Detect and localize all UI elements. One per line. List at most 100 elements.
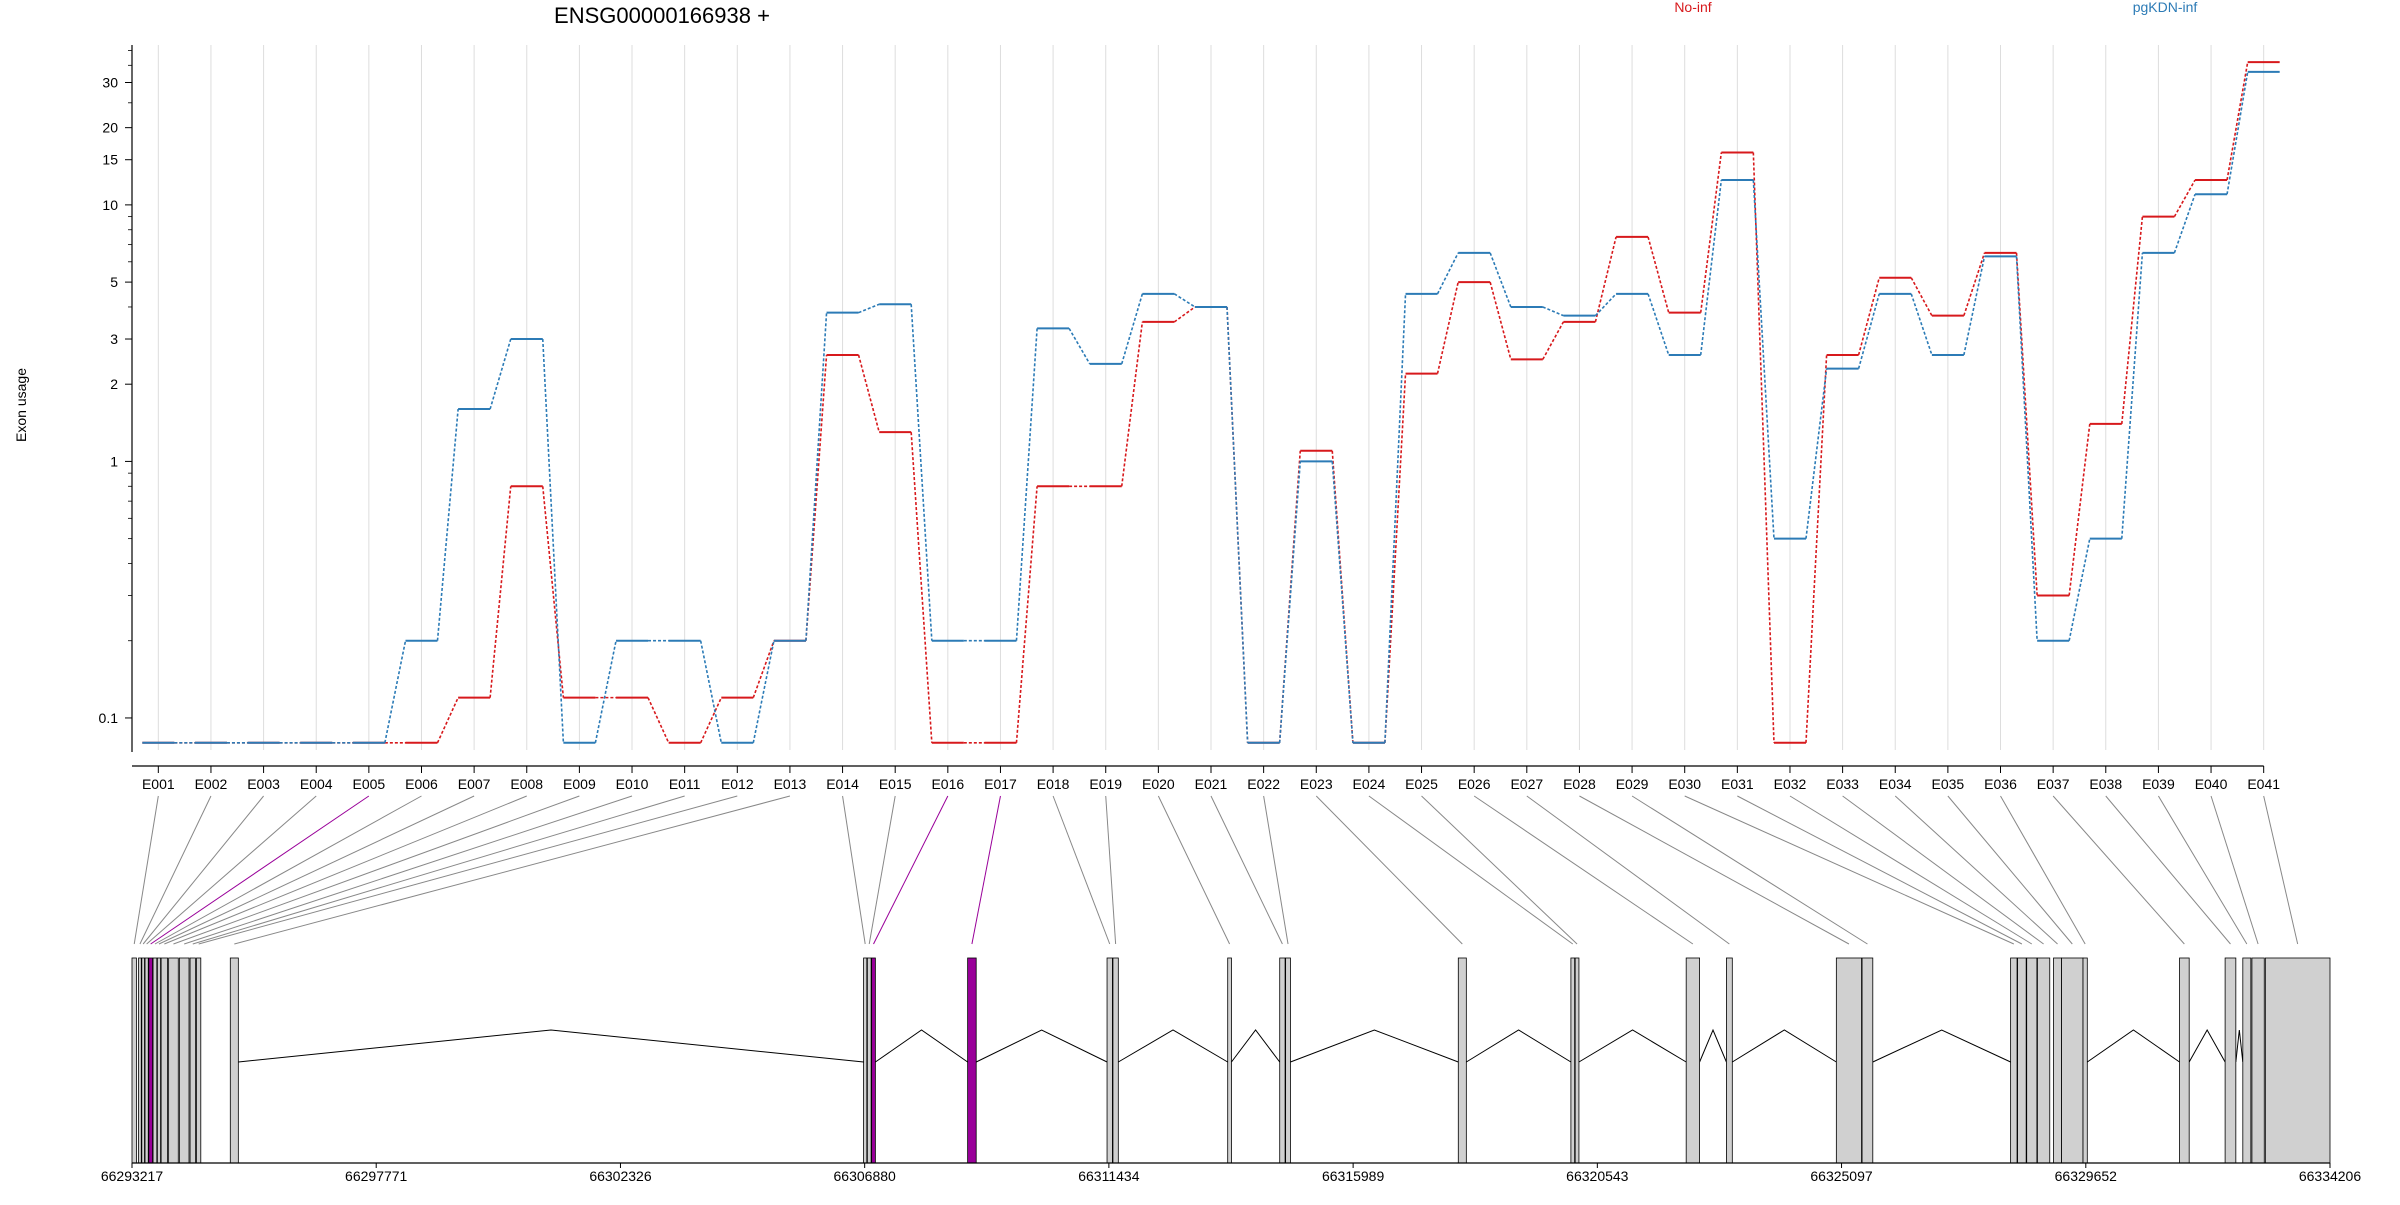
exon-connector	[2157, 795, 2248, 945]
exon-connector	[198, 795, 738, 945]
x-tick-label: E012	[721, 776, 754, 792]
genomic-tick-label: 66302326	[589, 1168, 652, 1184]
exon-box	[2082, 957, 2088, 1164]
x-tick-label: E026	[1458, 776, 1491, 792]
exon-box	[871, 957, 876, 1164]
exon-box	[2053, 957, 2062, 1164]
intron-arc	[875, 1029, 968, 1063]
x-tick-label: E027	[1510, 776, 1543, 792]
x-tick-label: E015	[879, 776, 912, 792]
chart-title: ENSG00000166938 +	[554, 3, 770, 28]
vertical-gridlines	[157, 45, 2265, 750]
exon-connector	[1052, 795, 1111, 945]
x-tick-label: E022	[1247, 776, 1280, 792]
x-tick-label: E021	[1195, 776, 1228, 792]
exon-box	[189, 957, 196, 1164]
x-tick-label: E033	[1826, 776, 1859, 792]
intron-arc	[1290, 1029, 1459, 1063]
exon-connector	[1157, 795, 1231, 945]
y-tick-label: 20	[102, 120, 118, 136]
exon-box	[967, 957, 977, 1164]
exon-connector	[2210, 795, 2259, 945]
intron-arc	[2235, 1029, 2244, 1063]
genomic-tick-label: 66315989	[1322, 1168, 1385, 1184]
x-tick-label: E038	[2089, 776, 2122, 792]
x-tick-label: E017	[984, 776, 1017, 792]
exon-box	[148, 957, 153, 1164]
genomic-tick-label: 66306880	[834, 1168, 897, 1184]
exon-connector	[1421, 795, 1578, 945]
y-tick-label: 5	[110, 274, 118, 290]
x-tick-label: E040	[2195, 776, 2228, 792]
exon-box	[1574, 957, 1580, 1164]
x-tick-label: E019	[1089, 776, 1122, 792]
x-tick-label: E014	[826, 776, 859, 792]
exon-connector	[1210, 795, 1283, 945]
x-tick-label: E020	[1142, 776, 1175, 792]
exon-connector	[868, 795, 896, 945]
exon-connector	[146, 795, 317, 945]
x-tick-label: E029	[1616, 776, 1649, 792]
y-tick-label: 30	[102, 74, 118, 90]
x-tick-label: E009	[563, 776, 596, 792]
exon-box	[1861, 957, 1874, 1164]
x-tick-label: E006	[405, 776, 438, 792]
genomic-axis: 66293217 66297771 66302326 66306880 66311434…	[101, 1162, 2361, 1184]
exon-box	[1285, 957, 1291, 1164]
x-tick-label: E028	[1563, 776, 1596, 792]
x-tick-label: E032	[1774, 776, 1807, 792]
exon-box	[196, 957, 202, 1164]
x-tick-label: E002	[195, 776, 228, 792]
exon-connector	[1894, 795, 2058, 945]
exon-connector	[1105, 795, 1117, 945]
x-tick-label: E001	[142, 776, 175, 792]
x-tick-label: E025	[1405, 776, 1438, 792]
series-connector	[174, 71, 2249, 744]
exon-box	[160, 957, 168, 1164]
x-tick-label: E037	[2037, 776, 2070, 792]
exon-connector	[971, 795, 1001, 945]
x-tick-label: E035	[1932, 776, 1965, 792]
exon-box	[2224, 957, 2237, 1164]
x-tick-label: E041	[2247, 776, 2280, 792]
exon-connector	[1579, 795, 1850, 945]
exon-box	[866, 957, 872, 1164]
exon-box	[2037, 957, 2051, 1164]
y-tick-label: 0.1	[99, 710, 119, 726]
x-tick-label: E004	[300, 776, 333, 792]
exon-connector	[1947, 795, 2073, 945]
exon-box	[1112, 957, 1119, 1164]
x-tick-label: E005	[353, 776, 386, 792]
exon-connector	[2105, 795, 2231, 945]
intron-arc	[1118, 1029, 1228, 1063]
exon-box	[2264, 957, 2331, 1164]
exon-connector	[1737, 795, 2023, 945]
x-tick-label: E003	[247, 776, 280, 792]
exon-connector	[1789, 795, 2033, 945]
genomic-tick-label: 66329652	[2055, 1168, 2118, 1184]
exon-box	[863, 957, 868, 1164]
x-tick-label: E007	[458, 776, 491, 792]
intron-arc	[238, 1029, 864, 1063]
exon-connector	[139, 795, 212, 945]
exon-box	[144, 957, 149, 1164]
x-tick-label: E011	[669, 776, 701, 792]
exon-connector	[2263, 795, 2299, 945]
exon-box	[1457, 957, 1467, 1164]
exon-box	[2251, 957, 2265, 1164]
exon-box	[2179, 957, 2190, 1164]
intron-arc	[1466, 1029, 1572, 1063]
exon-box	[1685, 957, 1700, 1164]
exon-connector	[1315, 795, 1463, 945]
exon-connector	[1263, 795, 1289, 945]
exon-box	[152, 957, 158, 1164]
exon-connector	[2052, 795, 2185, 945]
exon-box	[141, 957, 145, 1164]
exon-box	[229, 957, 239, 1164]
intron-arc	[2188, 1028, 2226, 1063]
x-tick-label: E034	[1879, 776, 1912, 792]
intron-arc	[2087, 1029, 2180, 1063]
intron-arc	[1732, 1029, 1837, 1063]
x-tick-label: E030	[1668, 776, 1701, 792]
